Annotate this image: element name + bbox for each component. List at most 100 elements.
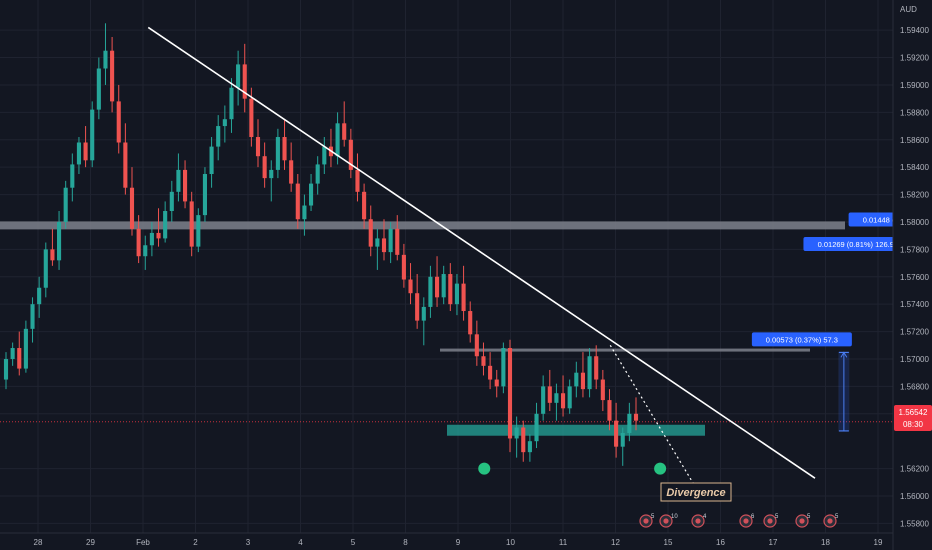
candle-body [488, 365, 493, 380]
candle-body [322, 146, 327, 165]
support-zone [447, 424, 705, 436]
x-tick-label: 16 [716, 538, 725, 547]
candle-body [560, 393, 566, 409]
y-tick-label: 1.59400 [900, 26, 929, 35]
economic-event-dot-icon [827, 518, 833, 524]
candle-body [494, 379, 499, 387]
candle-body [222, 119, 227, 127]
y-tick-label: 1.58200 [900, 191, 929, 200]
divergence-marker[interactable] [478, 462, 491, 475]
candle-body [534, 413, 539, 442]
candle-body [17, 348, 22, 369]
candle-body [56, 221, 62, 261]
x-tick-label: 18 [821, 538, 830, 547]
price-axis-background [893, 0, 932, 550]
candle-body [182, 169, 188, 202]
candle-body [229, 87, 234, 120]
candle-body [262, 156, 267, 179]
candle-body [600, 379, 605, 401]
candle-body [527, 441, 532, 453]
candle-body [176, 169, 181, 192]
divergence-marker[interactable] [654, 462, 667, 475]
divergence-label: Divergence [666, 487, 725, 499]
downtrend-line[interactable] [147, 26, 816, 479]
candle-body [76, 142, 82, 165]
candle-body [348, 139, 353, 170]
economic-event-count: 5 [807, 514, 811, 520]
candle-body [275, 137, 280, 170]
candle-body [421, 306, 426, 321]
candle-body [408, 279, 413, 294]
candle-body [242, 64, 247, 99]
y-tick-label: 1.56800 [900, 382, 929, 391]
currency-label: AUD [900, 5, 917, 14]
candle-body [368, 219, 373, 247]
candle-body [216, 126, 221, 147]
candle-body [282, 137, 287, 161]
candle-body [149, 232, 154, 246]
bar-countdown: 08:30 [903, 420, 924, 429]
y-tick-label: 1.57000 [900, 355, 929, 364]
economic-event-dot-icon [695, 518, 701, 524]
measure-arrow [840, 351, 848, 358]
y-tick-label: 1.56000 [900, 492, 929, 501]
y-tick-label: 1.58000 [900, 218, 929, 227]
candle-body [401, 254, 406, 280]
candle-body [454, 283, 460, 305]
x-tick-label: 11 [559, 538, 568, 547]
measure-label: 0.01269 (0.81%) 126.9 [818, 240, 894, 249]
economic-event-count: 10 [671, 514, 678, 520]
candle-body [381, 238, 387, 253]
candle-body [10, 348, 15, 359]
divergence-line[interactable] [609, 344, 695, 486]
candle-body [434, 276, 440, 298]
time-axis[interactable]: 28 29 Feb 2 3 4 5 8 9 10 11 12 15 16 17 18 19 5 10 4 6 5 5 5 [0, 514, 893, 547]
price-axis[interactable]: AUD 1.59400 1.59200 1.59000 1.58800 1.58600 1… [892, 0, 932, 550]
x-tick-label: 2 [193, 538, 198, 547]
y-tick-label: 1.57400 [900, 300, 929, 309]
candle-body [448, 274, 453, 305]
divergence-annotation[interactable]: Divergence [660, 482, 732, 502]
candle-body [255, 137, 261, 157]
candle-body [295, 183, 300, 220]
candle-body [83, 142, 88, 161]
candle-body [70, 164, 75, 188]
x-tick-label: 3 [246, 538, 251, 547]
y-tick-label: 1.59200 [900, 54, 929, 63]
candle-body [547, 386, 552, 403]
candle-body [269, 169, 274, 179]
candle-body [441, 274, 446, 298]
x-tick-label: 4 [298, 538, 303, 547]
candle-body [415, 293, 420, 321]
candle-body [163, 211, 168, 239]
economic-event-dot-icon [799, 518, 805, 524]
candle-body [96, 68, 101, 110]
x-tick-label: 5 [351, 538, 356, 547]
candle-body [594, 356, 599, 380]
economic-event-count: 5 [651, 514, 655, 520]
y-tick-label: 1.57200 [900, 328, 929, 337]
candle-body [129, 187, 135, 229]
candle-body [507, 348, 513, 439]
candle-body [103, 50, 108, 69]
candle-body [355, 169, 360, 192]
y-tick-label: 1.59000 [900, 81, 929, 90]
candle-body [156, 232, 161, 239]
candle-body [574, 372, 579, 387]
x-tick-label: 10 [506, 538, 515, 547]
candle-body [37, 287, 42, 305]
candles-layer [3, 23, 639, 466]
divergence-box [660, 482, 732, 502]
candle-body [375, 238, 380, 247]
candle-body [196, 215, 201, 247]
candle-body [501, 348, 506, 387]
candle-body [395, 228, 400, 255]
candle-body [587, 356, 592, 390]
measure-label: 0.00573 (0.37%) 57.3 [766, 335, 838, 344]
candle-body [23, 328, 28, 369]
candle-body [633, 413, 639, 421]
y-tick-label: 1.58600 [900, 136, 929, 145]
